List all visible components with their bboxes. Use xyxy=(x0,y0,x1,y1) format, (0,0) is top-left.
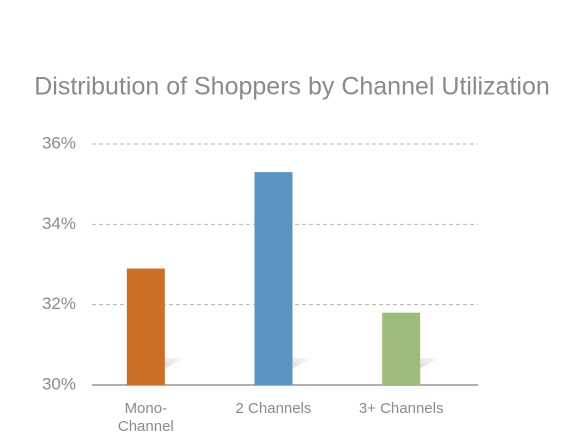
chart-title: Distribution of Shoppers by Channel Util… xyxy=(34,73,550,101)
x-tick-label: 2 Channels xyxy=(236,400,312,417)
x-tick-label-line: Channel xyxy=(118,418,174,435)
bar xyxy=(254,172,293,385)
x-tick-label: Mono-Channel xyxy=(118,400,174,435)
x-tick-label: 3+ Channels xyxy=(359,400,444,417)
y-tick-label: 36% xyxy=(42,133,76,152)
x-tick-label-line: Mono- xyxy=(125,400,168,417)
y-tick-label: 34% xyxy=(42,214,76,233)
bar xyxy=(126,268,165,385)
bar xyxy=(382,312,421,385)
y-tick-label: 30% xyxy=(42,374,76,393)
y-tick-label: 32% xyxy=(42,294,76,313)
